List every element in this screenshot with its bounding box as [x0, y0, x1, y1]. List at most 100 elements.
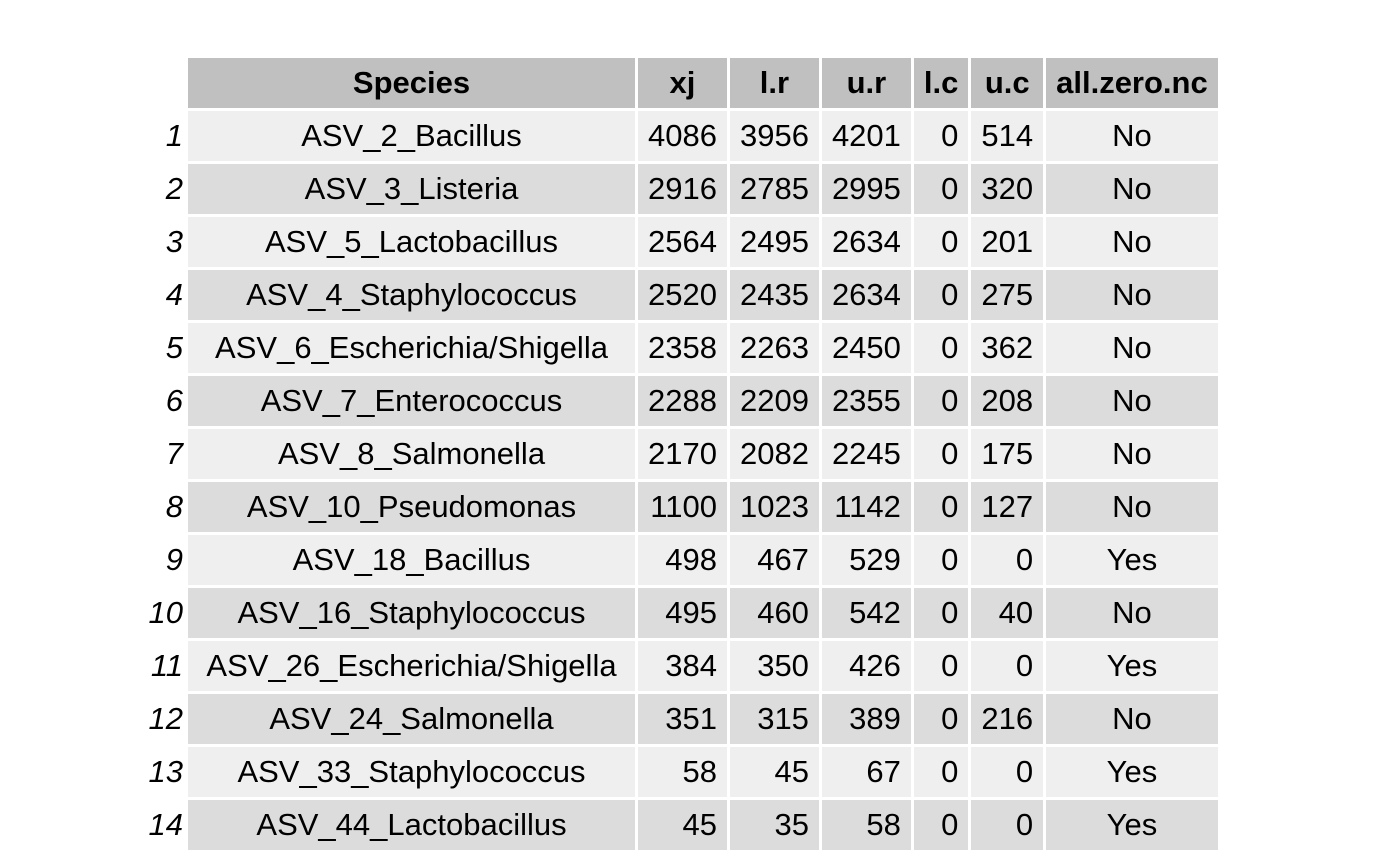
table-row: 2 ASV_3_Listeria 2916 2785 2995 0 320 No: [143, 164, 1218, 214]
row-index: 14: [148, 807, 183, 842]
cell-species: ASV_6_Escherichia/Shigella: [188, 323, 635, 373]
cell-u-c: 127: [971, 482, 1044, 532]
cell-u-r: 2995: [821, 164, 911, 214]
cell-xj: 2564: [638, 217, 727, 267]
table-row: 12 ASV_24_Salmonella 351 315 389 0 216 No: [143, 694, 1218, 744]
row-index: 12: [148, 701, 183, 736]
column-header-all-zero-nc: all.zero.nc: [1046, 58, 1218, 108]
row-index: 4: [165, 277, 183, 312]
cell-all-zero-nc: No: [1046, 588, 1218, 638]
row-index: 13: [148, 754, 183, 789]
cell-xj: 495: [638, 588, 727, 638]
cell-species: ASV_2_Bacillus: [188, 111, 635, 161]
cell-l-r: 3956: [729, 111, 819, 161]
column-header-u-r: u.r: [821, 58, 911, 108]
cell-species: ASV_8_Salmonella: [188, 429, 635, 479]
cell-species: ASV_7_Enterococcus: [188, 376, 635, 426]
cell-u-c: 320: [971, 164, 1044, 214]
row-index: 7: [165, 436, 183, 471]
table-row: 7 ASV_8_Salmonella 2170 2082 2245 0 175 No: [143, 429, 1218, 479]
cell-u-r: 2245: [821, 429, 911, 479]
cell-l-c: 0: [913, 217, 969, 267]
cell-l-c: 0: [913, 535, 969, 585]
cell-u-r: 2450: [821, 323, 911, 373]
cell-l-c: 0: [913, 270, 969, 320]
cell-l-c: 0: [913, 376, 969, 426]
cell-species: ASV_33_Staphylococcus: [188, 747, 635, 797]
cell-xj: 2358: [638, 323, 727, 373]
cell-xj: 384: [638, 641, 727, 691]
cell-all-zero-nc: No: [1046, 323, 1218, 373]
row-index: 11: [150, 648, 183, 683]
row-index: 8: [165, 489, 183, 524]
cell-u-c: 0: [971, 800, 1044, 850]
cell-xj: 45: [638, 800, 727, 850]
column-header-l-c: l.c: [913, 58, 969, 108]
cell-species: ASV_18_Bacillus: [188, 535, 635, 585]
cell-l-c: 0: [913, 323, 969, 373]
cell-all-zero-nc: No: [1046, 376, 1218, 426]
table-row: 1 ASV_2_Bacillus 4086 3956 4201 0 514 No: [143, 111, 1218, 161]
cell-l-r: 2785: [729, 164, 819, 214]
cell-u-c: 216: [971, 694, 1044, 744]
row-index: 1: [165, 118, 183, 153]
cell-l-r: 467: [729, 535, 819, 585]
cell-l-c: 0: [913, 641, 969, 691]
cell-u-r: 4201: [821, 111, 911, 161]
species-table-container: Species xj l.r u.r l.c u.c all.zero.nc 1 ASV_2_…: [140, 55, 1221, 853]
cell-u-r: 2634: [821, 217, 911, 267]
cell-u-c: 362: [971, 323, 1044, 373]
cell-all-zero-nc: Yes: [1046, 535, 1218, 585]
cell-l-c: 0: [913, 482, 969, 532]
cell-l-r: 315: [729, 694, 819, 744]
row-index: 5: [165, 330, 183, 365]
species-table: Species xj l.r u.r l.c u.c all.zero.nc 1 ASV_2_…: [140, 55, 1221, 853]
cell-xj: 351: [638, 694, 727, 744]
column-header-u-c: u.c: [971, 58, 1044, 108]
cell-xj: 2170: [638, 429, 727, 479]
cell-u-r: 58: [821, 800, 911, 850]
cell-l-r: 2495: [729, 217, 819, 267]
table-row: 6 ASV_7_Enterococcus 2288 2209 2355 0 208 No: [143, 376, 1218, 426]
table-row: 14 ASV_44_Lactobacillus 45 35 58 0 0 Yes: [143, 800, 1218, 850]
table-row: 11 ASV_26_Escherichia/Shigella 384 350 426 0 0…: [143, 641, 1218, 691]
cell-xj: 2288: [638, 376, 727, 426]
cell-u-r: 389: [821, 694, 911, 744]
column-header-species: Species: [188, 58, 635, 108]
row-index: 9: [165, 542, 183, 577]
cell-all-zero-nc: No: [1046, 217, 1218, 267]
table-row: 13 ASV_33_Staphylococcus 58 45 67 0 0 Yes: [143, 747, 1218, 797]
cell-l-r: 45: [729, 747, 819, 797]
cell-all-zero-nc: No: [1046, 270, 1218, 320]
cell-l-r: 2263: [729, 323, 819, 373]
cell-all-zero-nc: Yes: [1046, 747, 1218, 797]
cell-u-c: 514: [971, 111, 1044, 161]
table-row: 4 ASV_4_Staphylococcus 2520 2435 2634 0 275 No: [143, 270, 1218, 320]
row-index: 3: [165, 224, 183, 259]
cell-u-c: 208: [971, 376, 1044, 426]
cell-u-r: 426: [821, 641, 911, 691]
cell-l-c: 0: [913, 588, 969, 638]
cell-species: ASV_26_Escherichia/Shigella: [188, 641, 635, 691]
row-index: 2: [165, 171, 183, 206]
cell-u-r: 529: [821, 535, 911, 585]
cell-u-c: 175: [971, 429, 1044, 479]
cell-u-c: 0: [971, 747, 1044, 797]
cell-species: ASV_4_Staphylococcus: [188, 270, 635, 320]
cell-xj: 1100: [638, 482, 727, 532]
cell-l-c: 0: [913, 694, 969, 744]
cell-xj: 498: [638, 535, 727, 585]
cell-l-c: 0: [913, 747, 969, 797]
cell-l-c: 0: [913, 111, 969, 161]
cell-u-r: 2355: [821, 376, 911, 426]
cell-u-r: 2634: [821, 270, 911, 320]
cell-u-r: 1142: [821, 482, 911, 532]
table-row: 3 ASV_5_Lactobacillus 2564 2495 2634 0 201 No: [143, 217, 1218, 267]
cell-u-r: 67: [821, 747, 911, 797]
cell-all-zero-nc: No: [1046, 164, 1218, 214]
cell-l-r: 2082: [729, 429, 819, 479]
cell-l-r: 2209: [729, 376, 819, 426]
cell-u-c: 275: [971, 270, 1044, 320]
cell-l-r: 460: [729, 588, 819, 638]
column-header-xj: xj: [638, 58, 727, 108]
